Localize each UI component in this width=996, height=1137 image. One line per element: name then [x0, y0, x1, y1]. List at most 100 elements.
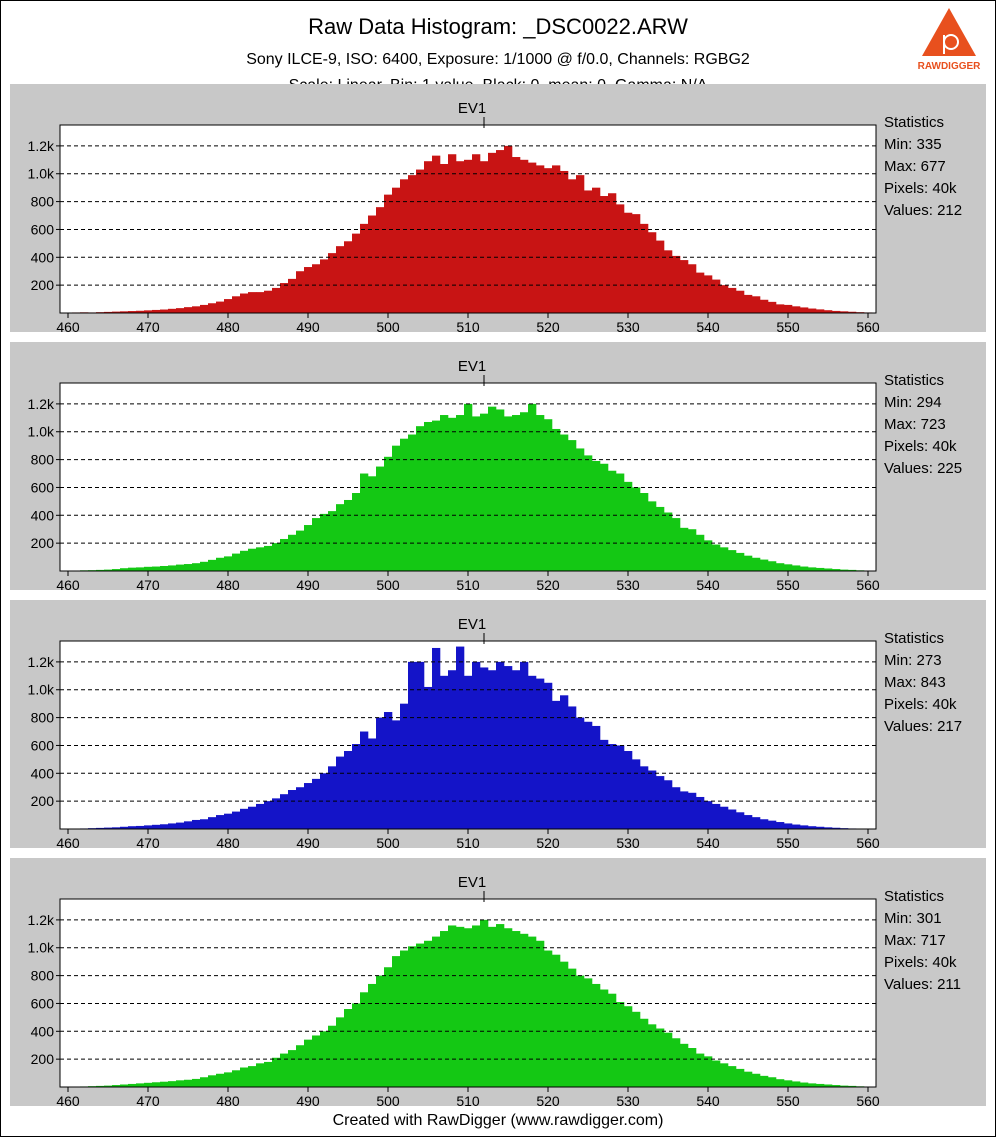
- stats-heading: Statistics: [884, 114, 945, 131]
- histogram-bar: [768, 820, 777, 829]
- histogram-bar: [160, 309, 169, 313]
- histogram-bar: [584, 978, 593, 1087]
- histogram-bar: [232, 1070, 241, 1087]
- histogram-bar: [104, 569, 113, 571]
- histogram-bar: [112, 827, 121, 829]
- stats-heading: Statistics: [884, 372, 945, 389]
- histogram-bar: [408, 175, 417, 313]
- histogram-bar: [720, 806, 729, 829]
- ev1-marker-label: EV1: [458, 874, 486, 891]
- histogram-chart-g2: 200 400 600 800 1.0k 1.2k 460 470 480 490 500 510 52…: [28, 874, 880, 1106]
- histogram-bar: [544, 682, 553, 829]
- histogram-bar: [272, 287, 281, 313]
- histogram-bar: [832, 827, 841, 829]
- histogram-bar: [536, 415, 545, 571]
- y-tick-label: 600: [31, 479, 55, 495]
- histogram-bar: [528, 162, 537, 313]
- histogram-bar: [512, 415, 521, 571]
- histogram-bar: [216, 815, 225, 829]
- histogram-bar: [552, 165, 561, 313]
- histogram-bar: [792, 824, 801, 829]
- y-tick-label: 1.0k: [28, 166, 55, 182]
- x-tick-label: 510: [456, 577, 480, 590]
- x-tick-label: 460: [56, 577, 80, 590]
- histogram-bar: [320, 513, 329, 571]
- histogram-bar: [128, 311, 137, 313]
- histogram-bar: [800, 825, 809, 829]
- histogram-bar: [472, 154, 481, 313]
- histogram-bar: [784, 823, 793, 829]
- histogram-bar: [720, 1063, 729, 1087]
- histogram-bar: [768, 561, 777, 571]
- histogram-bar: [688, 264, 697, 313]
- ev1-marker-label: EV1: [458, 100, 486, 117]
- statistics-box-g: Statistics Min: 294 Max: 723 Pixels: 40k…: [884, 370, 962, 480]
- stats-min: Min: 273: [884, 652, 942, 669]
- histogram-bar: [616, 745, 625, 829]
- histogram-bar: [296, 787, 305, 829]
- histogram-bar: [480, 161, 489, 313]
- histogram-bar: [704, 801, 713, 829]
- histogram-bar: [824, 827, 833, 829]
- histogram-bar: [552, 428, 561, 571]
- histogram-bar: [328, 511, 337, 571]
- histogram-bar: [192, 1078, 201, 1087]
- histogram-bar: [776, 304, 785, 313]
- histogram-bar: [640, 493, 649, 571]
- histogram-bar: [696, 534, 705, 571]
- histogram-bar: [424, 940, 433, 1087]
- x-tick-label: 490: [296, 577, 320, 590]
- histogram-bar: [656, 240, 665, 313]
- x-tick-label: 550: [776, 835, 800, 848]
- x-tick-label: 500: [376, 835, 400, 848]
- y-tick-label: 800: [31, 194, 55, 210]
- histogram-bar: [344, 499, 353, 571]
- x-tick-label: 530: [616, 319, 640, 332]
- x-tick-label: 520: [536, 577, 560, 590]
- histogram-bar: [256, 803, 265, 829]
- histogram-bar: [680, 1043, 689, 1087]
- histogram-bar: [440, 931, 449, 1087]
- histogram-bar: [672, 518, 681, 571]
- histogram-bar: [688, 529, 697, 571]
- x-tick-label: 470: [136, 319, 160, 332]
- histogram-bar: [560, 434, 569, 571]
- x-tick-label: 470: [136, 577, 160, 590]
- x-tick-label: 480: [216, 577, 240, 590]
- histogram-bar: [144, 1082, 153, 1087]
- histogram-bar: [136, 825, 145, 829]
- scale-info-subtitle: Scale: Linear, Bin: 1 value, Black: 0, m…: [288, 77, 708, 87]
- histogram-bar: [704, 1056, 713, 1087]
- histogram-bar: [264, 290, 273, 313]
- histogram-bar: [472, 416, 481, 571]
- histogram-bar: [248, 292, 257, 313]
- histogram-bar: [480, 919, 489, 1087]
- logo-text: RAWDIGGER: [918, 61, 982, 72]
- histogram-bar: [648, 232, 657, 313]
- plot-border: [59, 640, 877, 830]
- histogram-bar: [496, 150, 505, 313]
- histogram-bar: [504, 416, 513, 571]
- histogram-bar: [208, 817, 217, 829]
- x-tick-label: 490: [296, 835, 320, 848]
- y-tick-label: 1.2k: [28, 138, 55, 154]
- histogram-bar: [488, 670, 497, 829]
- histogram-bar: [848, 311, 857, 313]
- histogram-bar: [184, 564, 193, 571]
- histogram-bar: [504, 666, 513, 829]
- histogram-bar: [760, 1075, 769, 1087]
- histogram-bar: [800, 307, 809, 313]
- histogram-bar: [248, 1066, 257, 1087]
- histogram-bar: [480, 413, 489, 571]
- histogram-bar: [176, 308, 185, 313]
- histogram-bar: [736, 552, 745, 571]
- histogram-bar: [360, 731, 369, 829]
- histogram-bar: [808, 1083, 817, 1087]
- histogram-bar: [400, 950, 409, 1087]
- histogram-bar: [352, 744, 361, 829]
- histogram-bar: [632, 1011, 641, 1087]
- histogram-bar: [584, 190, 593, 313]
- histogram-bar: [112, 311, 121, 313]
- x-tick-label: 500: [376, 1093, 400, 1106]
- stats-heading: Statistics: [884, 630, 945, 647]
